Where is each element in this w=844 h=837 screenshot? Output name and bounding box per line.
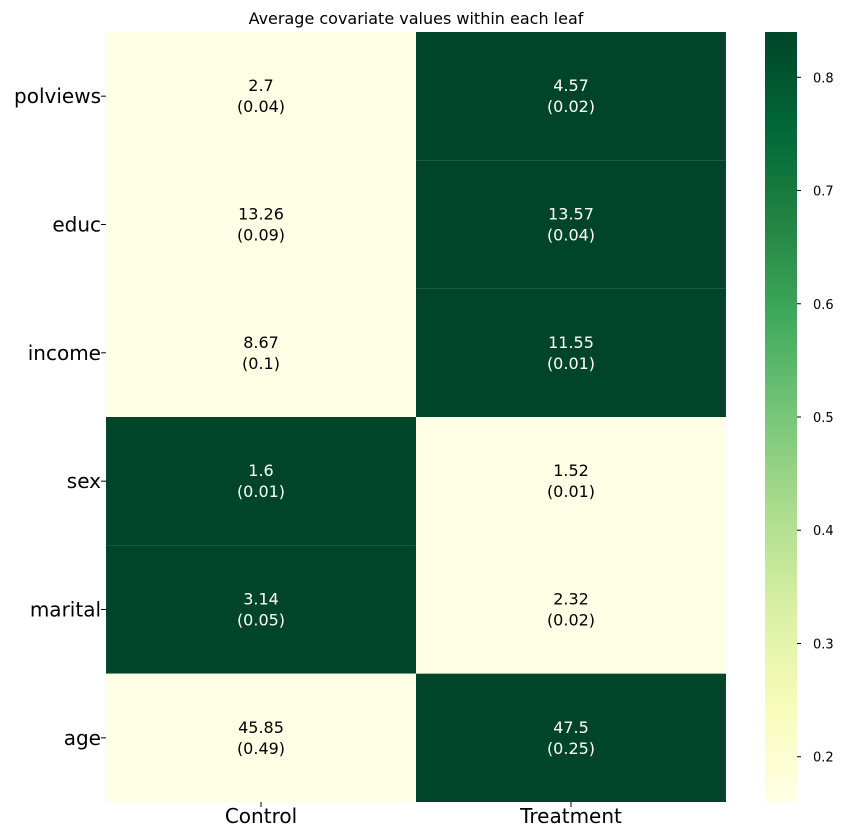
- heatmap-cell-educ-treatment: [416, 160, 726, 289]
- cell-mean-label: 2.32: [553, 590, 589, 609]
- heatmap-cell-marital-control: [106, 545, 416, 674]
- cell-se-label: (0.01): [547, 354, 595, 373]
- cell-mean-label: 45.85: [238, 718, 284, 737]
- heatmap-cell-polviews-treatment: [416, 32, 726, 161]
- colorbar-tick-label: 0.6: [813, 298, 834, 313]
- cell-se-label: (0.02): [547, 97, 595, 116]
- cell-se-label: (0.09): [237, 226, 285, 245]
- heatmap-cell-sex-control: [106, 417, 416, 546]
- row-label-marital: marital: [30, 598, 101, 622]
- colorbar-tick-label: 0.8: [813, 71, 834, 86]
- heatmap-cell-age-control: [106, 673, 416, 802]
- colorbar: [765, 32, 797, 802]
- colorbar-tick-label: 0.5: [813, 411, 834, 426]
- row-label-age: age: [64, 726, 101, 750]
- row-labels: polviews educ income sex marital age: [14, 84, 106, 750]
- cell-mean-label: 8.67: [243, 333, 279, 352]
- cell-se-label: (0.04): [237, 97, 285, 116]
- cell-se-label: (0.01): [237, 482, 285, 501]
- row-label-income: income: [28, 341, 101, 365]
- heatmap-cell-sex-treatment: [416, 417, 726, 546]
- colorbar-tick-label: 0.4: [813, 524, 834, 539]
- cell-se-label: (0.25): [547, 739, 595, 758]
- cell-se-label: (0.01): [547, 482, 595, 501]
- colorbar-tick-label: 0.7: [813, 185, 834, 200]
- heatmap-cell-polviews-control: [106, 32, 416, 161]
- cell-mean-label: 1.52: [553, 461, 589, 480]
- column-labels: Control Treatment: [225, 802, 622, 828]
- cell-mean-label: 4.57: [553, 76, 589, 95]
- heatmap-cell-income-treatment: [416, 288, 726, 417]
- colorbar-tick-label: 0.3: [813, 637, 834, 652]
- cell-se-label: (0.02): [547, 611, 595, 630]
- row-label-polviews: polviews: [14, 84, 101, 108]
- cell-mean-label: 11.55: [548, 333, 594, 352]
- cell-se-label: (0.1): [242, 354, 280, 373]
- cell-se-label: (0.49): [237, 739, 285, 758]
- cell-se-label: (0.05): [237, 611, 285, 630]
- heatmap-cell-educ-control: [106, 160, 416, 289]
- cell-mean-label: 1.6: [248, 461, 273, 480]
- cell-mean-label: 13.57: [548, 205, 594, 224]
- colorbar-ticks: 0.2 0.3 0.4 0.5 0.6 0.7 0.8: [797, 71, 834, 766]
- chart-title: Average covariate values within each lea…: [249, 9, 584, 28]
- column-label-control: Control: [225, 804, 297, 828]
- cell-mean-label: 47.5: [553, 718, 589, 737]
- column-label-treatment: Treatment: [519, 804, 622, 828]
- colorbar-tick-label: 0.2: [813, 751, 834, 766]
- cell-mean-label: 2.7: [248, 76, 273, 95]
- row-label-sex: sex: [67, 469, 101, 493]
- row-label-educ: educ: [52, 213, 101, 237]
- heatmap-cell-marital-treatment: [416, 545, 726, 674]
- cell-se-label: (0.04): [547, 226, 595, 245]
- heatmap-cells: 2.7 (0.04) 4.57 (0.02) 13.26 (0.09) 13.57 (0.04…: [106, 32, 726, 802]
- heatmap-cell-income-control: [106, 288, 416, 417]
- cell-mean-label: 13.26: [238, 205, 284, 224]
- heatmap-cell-age-treatment: [416, 673, 726, 802]
- cell-mean-label: 3.14: [243, 590, 279, 609]
